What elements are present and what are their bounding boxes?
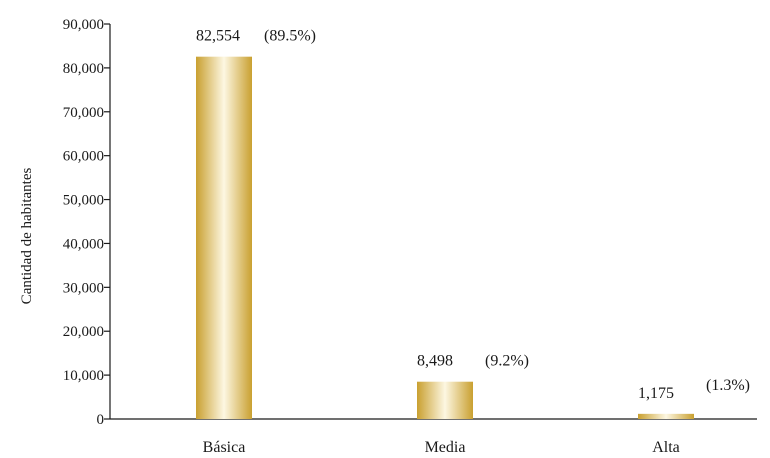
bar-basica (196, 56, 252, 420)
bar-percent-label: (9.2%) (485, 353, 529, 370)
y-tick-label: 60,000 (63, 149, 104, 165)
bar-value-label: 1,175 (638, 385, 674, 402)
data-labels: 82,554 (89.5%) 8,498 (9.2%) 1,175 (1.3%) (196, 28, 750, 402)
bars (196, 56, 694, 420)
bar-value-label: 82,554 (196, 28, 240, 45)
y-tick-label: 90,000 (63, 17, 104, 33)
category-labels: Básica Media Alta (203, 439, 680, 456)
bar-percent-label: (89.5%) (264, 28, 316, 45)
bar-alta (638, 413, 694, 419)
y-tick-label: 40,000 (63, 236, 104, 252)
y-tick-label: 0 (97, 412, 105, 428)
y-tick-label: 10,000 (63, 368, 104, 384)
y-tick-label: 70,000 (63, 105, 104, 121)
y-tick-label: 50,000 (63, 193, 104, 209)
x-category-label: Básica (203, 439, 246, 456)
y-axis-title: Cantidad de habitantes (19, 168, 35, 305)
y-tick-label: 30,000 (63, 280, 104, 296)
y-axis: 0 10,000 20,000 30,000 40,000 50,000 60,000 70,… (63, 17, 111, 428)
x-category-label: Media (425, 439, 466, 456)
y-tick-label: 20,000 (63, 324, 104, 340)
y-tick-label: 80,000 (63, 61, 104, 77)
bar-media (417, 381, 473, 419)
bar-percent-label: (1.3%) (706, 377, 750, 394)
bar-value-label: 8,498 (417, 353, 453, 370)
x-category-label: Alta (652, 439, 680, 456)
